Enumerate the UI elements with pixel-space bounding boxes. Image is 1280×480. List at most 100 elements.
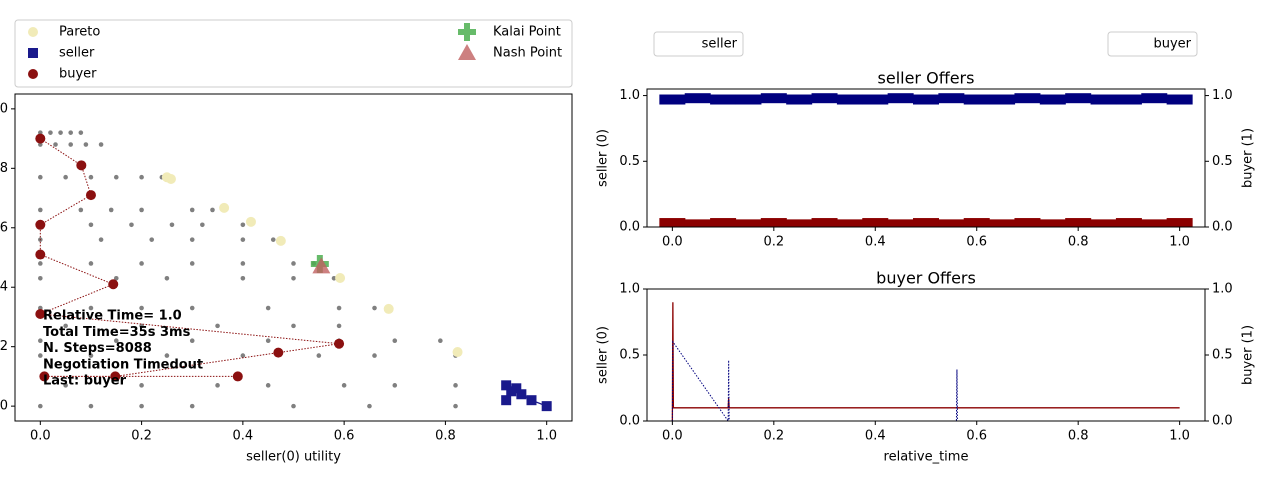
- y2-tick-label: 0.0: [1212, 220, 1233, 235]
- outcome-point: [372, 353, 377, 358]
- outcome-point: [341, 383, 347, 388]
- point: [275, 235, 286, 246]
- outcome-point: [63, 383, 68, 388]
- outcome-point: [291, 403, 296, 409]
- outcome-point: [38, 261, 43, 266]
- outcome-point: [129, 222, 134, 228]
- outcome-point: [372, 305, 377, 311]
- x-axis-label: seller(0) utility: [246, 450, 341, 465]
- outcome-point: [200, 222, 205, 228]
- outcome-point: [38, 338, 43, 344]
- outcome-point: [367, 403, 372, 409]
- point: [232, 371, 243, 382]
- outcome-point: [291, 276, 296, 281]
- outcome-point: [240, 276, 246, 281]
- annotation: Last: buyer: [43, 374, 127, 389]
- offer-band: [913, 218, 939, 227]
- point: [35, 133, 46, 144]
- y2-tick-label: 0.5: [1212, 348, 1233, 363]
- outcome-point: [265, 305, 271, 311]
- offer-band: [913, 94, 939, 105]
- outcome-point: [189, 207, 195, 213]
- offer-band: [760, 93, 787, 104]
- outcome-point: [113, 276, 119, 281]
- outcome-point: [78, 207, 84, 213]
- offer-band: [1166, 94, 1193, 105]
- legend-item: Kalai Point: [458, 23, 561, 41]
- outcome-point: [108, 207, 114, 213]
- y-tick-label: 0.0: [619, 414, 640, 429]
- legend-swatch: [458, 44, 476, 60]
- point: [165, 174, 176, 185]
- outcome-point: [189, 403, 195, 409]
- offer-band: [684, 219, 711, 227]
- legend-label: buyer: [1153, 37, 1191, 52]
- outcome-point: [139, 383, 144, 388]
- point: [501, 395, 512, 406]
- y-tick-label: 0: [0, 399, 8, 414]
- outcome-point: [316, 353, 322, 358]
- y-tick-label: 0.5: [619, 348, 640, 363]
- outcome-point: [78, 130, 84, 135]
- legend-label: seller: [702, 37, 738, 52]
- y-tick-label: 8: [0, 161, 8, 176]
- point: [312, 257, 331, 274]
- outcome-point: [438, 338, 443, 344]
- outcome-point: [139, 261, 144, 266]
- point: [452, 347, 463, 358]
- point: [511, 383, 522, 394]
- legend-swatch: [28, 69, 38, 79]
- point: [35, 249, 46, 260]
- outcome-point: [88, 305, 94, 311]
- x-tick-label: 0.4: [233, 429, 254, 444]
- offer-band: [1141, 219, 1168, 227]
- offer-band: [1065, 93, 1092, 104]
- outcome-point: [38, 353, 43, 358]
- outcome-point: [453, 403, 458, 409]
- legend-box: [653, 31, 744, 57]
- point: [39, 371, 50, 382]
- x-tick-label: 0.2: [763, 235, 784, 250]
- offer-band: [862, 218, 889, 227]
- point: [334, 338, 345, 349]
- outcome-point: [88, 261, 94, 266]
- x-tick-label: 0.2: [763, 429, 784, 444]
- y-tick-label: 0: [0, 101, 8, 116]
- x-tick-label: 0.8: [1068, 235, 1089, 250]
- outcome-point: [63, 174, 68, 180]
- x-tick-label: 0.4: [865, 235, 886, 250]
- outcome-point: [392, 338, 398, 344]
- x-tick-label: 0.0: [662, 235, 683, 250]
- offer-band: [786, 219, 813, 227]
- outcome-point: [113, 338, 119, 344]
- outcome-point: [88, 174, 94, 180]
- y-tick-label: 0.5: [619, 154, 640, 169]
- y2-tick-label: 1.0: [1212, 282, 1233, 297]
- plot-area: [35, 130, 552, 412]
- outcome-point: [68, 142, 73, 147]
- offer-band: [963, 94, 990, 105]
- outcome-point: [336, 323, 342, 329]
- x-tick-label: 0.0: [30, 429, 51, 444]
- offer-band: [735, 94, 762, 105]
- offer-band: [1039, 219, 1066, 227]
- point: [108, 279, 119, 290]
- outcome-point: [149, 237, 155, 242]
- offer-band: [684, 93, 711, 104]
- offer-band: [989, 219, 1016, 227]
- outcome-point: [58, 130, 63, 135]
- x-axis-label: relative_time: [884, 450, 969, 465]
- outcome-point: [139, 403, 144, 409]
- outcome-point: [189, 305, 195, 311]
- x-tick-label: 1.0: [1169, 429, 1190, 444]
- x-tick-label: 1.0: [536, 429, 557, 444]
- offer-band: [710, 218, 737, 227]
- legend-box: [14, 19, 573, 88]
- offer-band: [1166, 218, 1193, 227]
- outcome-point: [98, 142, 104, 147]
- offer-band: [1039, 94, 1066, 105]
- offer-band: [938, 93, 965, 104]
- series-line: [671, 302, 1180, 421]
- outcome-point: [48, 130, 53, 135]
- offer-band: [938, 219, 965, 227]
